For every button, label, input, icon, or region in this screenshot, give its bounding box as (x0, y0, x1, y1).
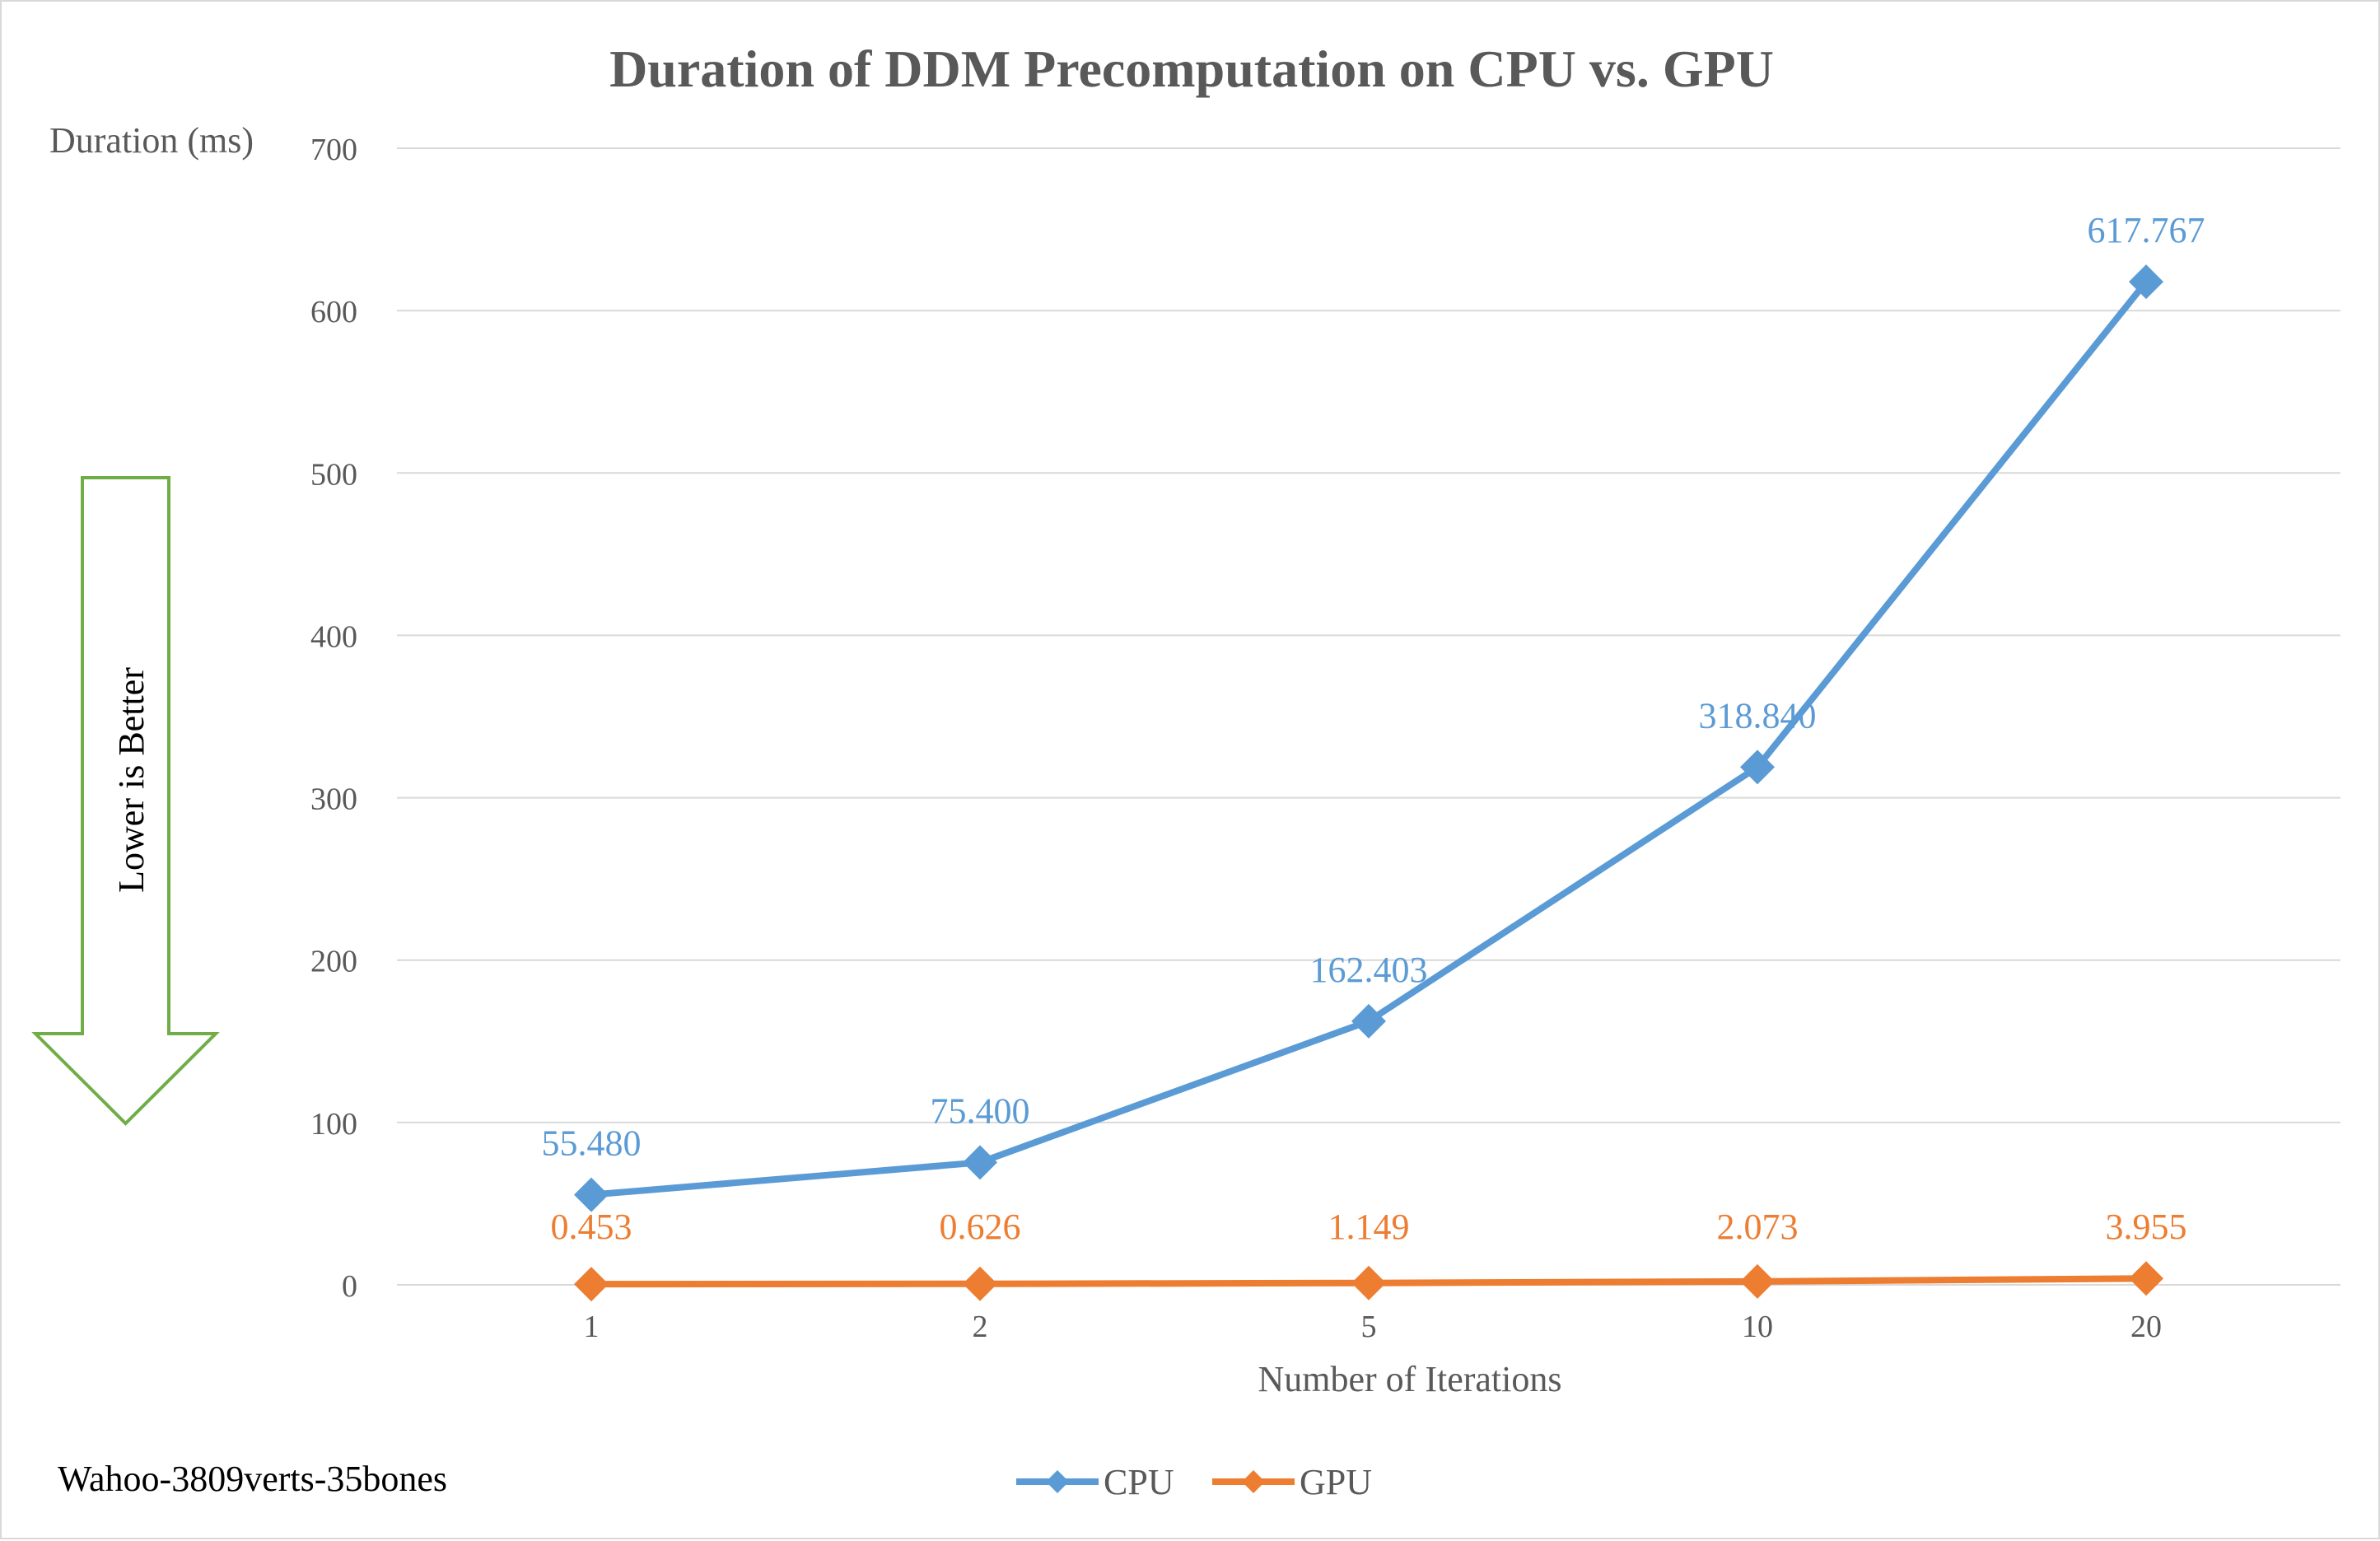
data-point-cpu (1740, 749, 1775, 785)
x-tick-label: 20 (2130, 1310, 2162, 1344)
data-point-gpu (963, 1266, 997, 1301)
data-label-cpu: 318.840 (1699, 695, 1817, 735)
data-label-gpu: 1.149 (1328, 1207, 1410, 1247)
y-axis-label: Duration (ms) (49, 120, 254, 161)
down-arrow-icon (31, 476, 220, 1126)
lower-is-better-arrow: Lower is Better (31, 476, 220, 1126)
y-tick-label: 600 (310, 295, 357, 329)
footnote: Wahoo-3809verts-35bones (58, 1459, 447, 1499)
y-tick-label: 0 (342, 1269, 357, 1304)
series-line-cpu (588, 278, 2149, 1198)
legend-marker (1242, 1470, 1265, 1493)
x-tick-label: 2 (973, 1310, 988, 1344)
x-tick-label: 1 (584, 1310, 600, 1344)
data-label-cpu: 75.400 (931, 1090, 1030, 1131)
y-tick-label: 500 (310, 457, 357, 492)
series-gpu: 0.453 0.626 1.149 2.073 3.955 (551, 1207, 2187, 1302)
data-point-cpu (574, 1177, 609, 1212)
y-tick-labels: 0 100 200 300 400 500 600 700 (310, 133, 357, 1304)
y-tick-label: 300 (310, 782, 357, 817)
data-point-gpu (2129, 1261, 2163, 1296)
x-tick-label: 10 (1742, 1310, 1773, 1344)
data-label-cpu: 162.403 (1310, 950, 1428, 990)
series-cpu: 55.480 75.400 162.403 318.840 617.767 (542, 210, 2205, 1212)
y-tick-label: 400 (310, 619, 357, 654)
data-label-gpu: 0.453 (551, 1207, 632, 1247)
x-tick-labels: 1 2 5 10 20 (584, 1310, 2163, 1344)
data-label-gpu: 3.955 (2106, 1207, 2187, 1247)
arrow-text: Lower is Better (111, 667, 152, 893)
legend-item-gpu: GPU (1212, 1462, 1372, 1502)
data-label-gpu: 2.073 (1717, 1207, 1799, 1247)
data-point-cpu (1351, 1003, 1386, 1039)
data-label-cpu: 55.480 (542, 1123, 642, 1164)
gridlines (397, 147, 2340, 1286)
y-tick-label: 100 (310, 1107, 357, 1142)
data-point-gpu (574, 1267, 609, 1302)
data-point-cpu (2129, 264, 2163, 300)
y-tick-label: 200 (310, 945, 357, 979)
x-tick-label: 5 (1361, 1310, 1377, 1344)
legend: CPU GPU (1016, 1462, 1372, 1502)
legend-marker (1046, 1470, 1069, 1493)
legend-label: GPU (1300, 1462, 1372, 1502)
data-point-gpu (1351, 1265, 1386, 1301)
data-point-gpu (1740, 1263, 1775, 1299)
data-label-cpu: 617.767 (2088, 210, 2205, 250)
data-label-gpu: 0.626 (940, 1207, 1021, 1247)
legend-item-cpu: CPU (1016, 1462, 1174, 1502)
legend-label: CPU (1104, 1462, 1174, 1502)
y-tick-label: 700 (310, 133, 357, 167)
x-axis-label: Number of Iterations (1258, 1359, 1562, 1399)
chart-title: Duration of DDM Precomputation on CPU vs… (609, 40, 1774, 98)
data-point-cpu (963, 1145, 997, 1180)
